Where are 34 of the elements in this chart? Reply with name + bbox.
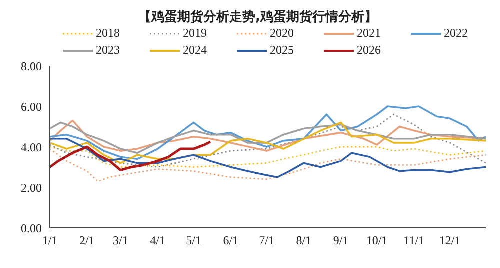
line-series (50, 122, 486, 164)
x-tick-label: 9/1 (333, 234, 349, 248)
x-tick-label: 4/1 (150, 234, 166, 248)
x-tick-label: 5/1 (186, 234, 202, 248)
x-tick-label: 12/1 (439, 234, 461, 248)
x-tick-label: 10/1 (366, 234, 388, 248)
x-tick-label: 1/1 (42, 234, 58, 248)
line-series (50, 140, 212, 172)
legend-label: 2021 (357, 26, 381, 41)
y-tick-label: 2.00 (21, 180, 42, 195)
legend-label: 2018 (96, 26, 120, 41)
x-tick-label: 3/1 (113, 234, 128, 248)
legend-label: 2026 (357, 43, 381, 58)
y-tick-label: 0.00 (21, 221, 42, 236)
y-tick-label: 8.00 (21, 59, 42, 74)
x-tick-label: 6/1 (223, 234, 239, 248)
x-tick-label: 2/1 (79, 234, 95, 248)
legend-label: 2020 (270, 26, 294, 41)
x-tick-label: 8/1 (296, 234, 312, 248)
line-series (50, 138, 486, 178)
legend-label: 2022 (444, 26, 468, 41)
line-series (50, 114, 486, 168)
x-tick-label: 11/1 (404, 234, 425, 248)
line-series (50, 106, 486, 160)
legend-label: 2023 (96, 43, 120, 58)
chart-title: 【鸡蛋期货分析走势,鸡蛋期货行情分析】 (138, 9, 378, 26)
legend-label: 2019 (183, 26, 207, 41)
y-tick-label: 4.00 (21, 140, 42, 154)
x-tick-label: 7/1 (259, 234, 274, 248)
legend-label: 2025 (270, 43, 294, 58)
line-series (50, 148, 486, 182)
y-tick-label: 6.00 (21, 100, 42, 114)
legend-label: 2024 (183, 43, 207, 58)
line-series (50, 146, 486, 168)
